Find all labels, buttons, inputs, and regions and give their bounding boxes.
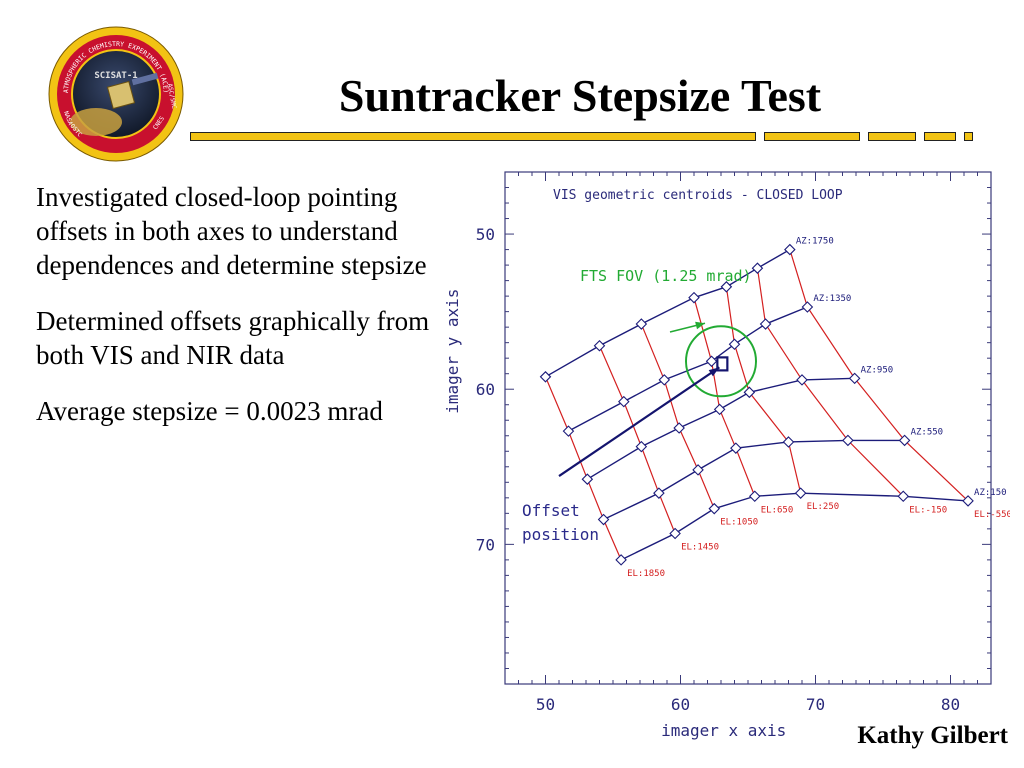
chart-title: VIS geometric centroids - CLOSED LOOP xyxy=(553,188,843,203)
el-label: EL:1850 xyxy=(627,569,665,579)
centroid-diamond xyxy=(962,495,974,507)
centroid-diamond xyxy=(898,434,911,447)
centroid-diamond xyxy=(743,386,756,399)
centroid-diamond xyxy=(842,434,854,447)
logo-left-text: NASA xyxy=(62,110,74,126)
x-tick-label: 60 xyxy=(671,695,690,714)
centroid-diamond xyxy=(581,473,594,485)
centroid-diamond xyxy=(618,395,630,408)
el-label: EL:250 xyxy=(807,502,840,512)
fts-fov-label: FTS FOV (1.25 mrad) xyxy=(580,267,752,285)
el-line xyxy=(725,286,802,494)
centroid-diamond xyxy=(688,291,700,304)
title-underline-bar xyxy=(190,132,756,141)
az-line xyxy=(620,492,969,561)
bullet-text: Determined offsets graphically from both… xyxy=(36,306,430,370)
centroid-diamond xyxy=(635,440,648,453)
fts-fov-circle xyxy=(685,325,757,398)
offset-label-line1: Offset xyxy=(522,501,580,520)
centroid-markers xyxy=(539,243,974,566)
el-label: EL:650 xyxy=(761,505,794,515)
el-label: EL:-550 xyxy=(974,510,1010,520)
centroid-diamond xyxy=(713,403,726,416)
el-label: EL:-150 xyxy=(909,505,947,515)
centroid-diamond xyxy=(730,442,742,454)
centroid-diamond xyxy=(782,436,795,448)
x-tick-label: 80 xyxy=(941,695,960,714)
az-labels: AZ:1750 AZ:1350 AZ:950 AZ:550 AZ:150 xyxy=(796,237,1007,498)
centroid-diamond xyxy=(669,527,681,540)
logo-right-text: ASC/SMC xyxy=(166,83,177,109)
az-line xyxy=(568,306,808,432)
offset-label-line2: position xyxy=(522,525,599,544)
author-name: Kathy Gilbert xyxy=(857,722,1008,749)
centroid-diamond xyxy=(848,372,861,385)
axis-tick-labels: 50 60 70 80 50 60 70 xyxy=(476,225,960,714)
centroid-diamond xyxy=(673,422,685,434)
centroid-diamond xyxy=(658,374,671,386)
axis-ticks xyxy=(505,172,991,684)
centroid-diamond xyxy=(796,374,808,386)
offset-position-marker xyxy=(716,356,729,372)
centroid-diamond xyxy=(562,425,575,437)
centroid-diamond xyxy=(794,487,807,499)
centroid-diamond xyxy=(728,338,741,350)
az-label: AZ:950 xyxy=(861,365,894,375)
y-tick-label: 50 xyxy=(476,225,495,244)
centroid-diamond xyxy=(759,318,772,330)
centroid-diamond xyxy=(593,339,606,352)
title-underline-bar xyxy=(924,132,956,141)
slide-title: Suntracker Stepsize Test xyxy=(338,70,822,121)
centroid-diamond xyxy=(784,243,796,256)
x-tick-label: 70 xyxy=(806,695,825,714)
title-underline-bar xyxy=(868,132,916,141)
az-label: AZ:1350 xyxy=(813,294,851,304)
bullet-list: Investigated closed-loop pointing offset… xyxy=(36,180,436,450)
centroid-diamond xyxy=(751,262,764,274)
el-label: EL:1050 xyxy=(720,518,758,528)
az-label: AZ:550 xyxy=(911,427,944,437)
centroid-diamond xyxy=(897,490,910,503)
centroid-diamond xyxy=(615,554,627,566)
centroid-diamond xyxy=(597,513,610,526)
y-tick-label: 70 xyxy=(476,535,495,554)
title-underline-bar xyxy=(764,132,860,141)
az-lines xyxy=(545,248,969,561)
centroid-diamond xyxy=(653,487,665,499)
x-tick-label: 50 xyxy=(536,695,555,714)
az-label: AZ:150 xyxy=(974,488,1007,498)
centroid-diamond xyxy=(720,281,733,293)
x-axis-label: imager x axis xyxy=(661,721,786,740)
centroid-diamond xyxy=(801,301,814,313)
centroid-diamond xyxy=(539,371,552,383)
centroid-diamond xyxy=(635,318,648,330)
az-label: AZ:1750 xyxy=(796,237,834,247)
title-underline-bar xyxy=(964,132,973,141)
el-lines xyxy=(544,249,969,561)
logo-center-text: SCISAT-1 xyxy=(94,71,137,81)
bullet-text: Investigated closed-loop pointing offset… xyxy=(36,182,427,280)
centroid-diamond xyxy=(708,502,721,515)
ace-mission-logo: SCISAT-1 ATMOSPHERIC CHEMISTRY EXPERIMEN… xyxy=(48,26,184,162)
centroid-chart: 50 60 70 80 50 60 70 VIS geometric centroids -… xyxy=(443,171,1010,740)
centroid-diamond xyxy=(692,464,704,476)
el-label: EL:1450 xyxy=(681,543,719,553)
bullet-text: Average stepsize = 0.0023 mrad xyxy=(36,396,383,426)
offset-arrow xyxy=(558,366,720,478)
centroid-diamond xyxy=(748,490,761,503)
fov-pointer-arrowhead xyxy=(695,321,705,330)
y-tick-label: 60 xyxy=(476,380,495,399)
y-axis-label: imager y axis xyxy=(443,289,462,414)
centroid-diamond xyxy=(705,355,718,368)
